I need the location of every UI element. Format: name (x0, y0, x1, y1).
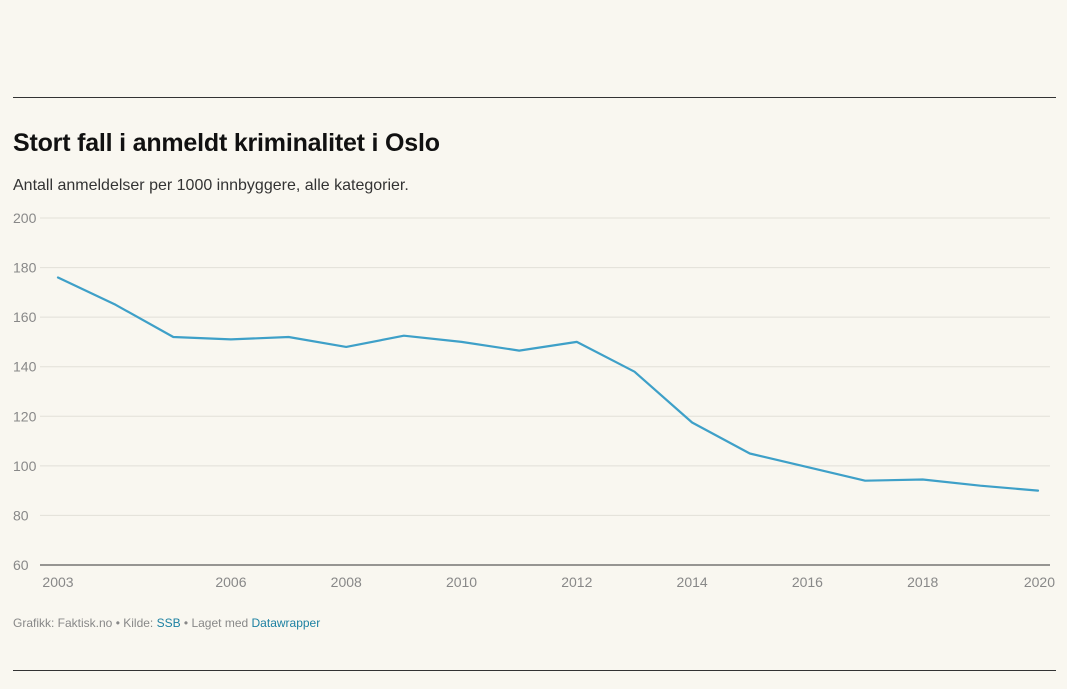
x-tick-label: 2010 (446, 574, 477, 590)
y-tick-label: 60 (13, 557, 29, 573)
made-with-text: • Laget med (180, 616, 252, 630)
x-tick-label: 2018 (907, 574, 938, 590)
y-tick-label: 100 (13, 458, 37, 474)
credit-text: Grafikk: Faktisk.no • Kilde: (13, 616, 157, 630)
top-rule (13, 97, 1056, 98)
x-tick-label: 2016 (792, 574, 823, 590)
x-tick-label: 2020 (1024, 574, 1055, 590)
chart-subtitle: Antall anmeldelser per 1000 innbyggere, … (13, 177, 409, 194)
x-tick-label: 2008 (331, 574, 362, 590)
y-axis-ticks: 60 80 100 120 140 160 180 200 (13, 210, 37, 573)
series-line-0 (56, 276, 1040, 492)
source-link[interactable]: SSB (156, 616, 181, 630)
grid-lines (40, 217, 1050, 566)
chart-footer: Grafikk: Faktisk.no • Kilde: SSB • Laget… (13, 616, 320, 630)
y-tick-label: 120 (13, 408, 37, 424)
x-tick-label: 2012 (561, 574, 592, 590)
y-tick-label: 180 (13, 260, 37, 276)
series-lines (56, 276, 1040, 492)
bottom-rule (13, 670, 1056, 671)
y-tick-label: 200 (13, 210, 37, 226)
y-tick-label: 140 (13, 359, 37, 375)
x-tick-label: 2006 (215, 574, 246, 590)
x-tick-label: 2003 (42, 574, 73, 590)
x-tick-label: 2014 (677, 574, 708, 590)
x-axis-ticks: 2003 2006 2008 2010 2012 2014 2016 2018 2020 (42, 574, 1055, 590)
chart-title: Stort fall i anmeldt kriminalitet i Oslo (13, 129, 440, 157)
y-tick-label: 80 (13, 507, 29, 523)
y-tick-label: 160 (13, 309, 37, 325)
datawrapper-link[interactable]: Datawrapper (251, 616, 321, 630)
